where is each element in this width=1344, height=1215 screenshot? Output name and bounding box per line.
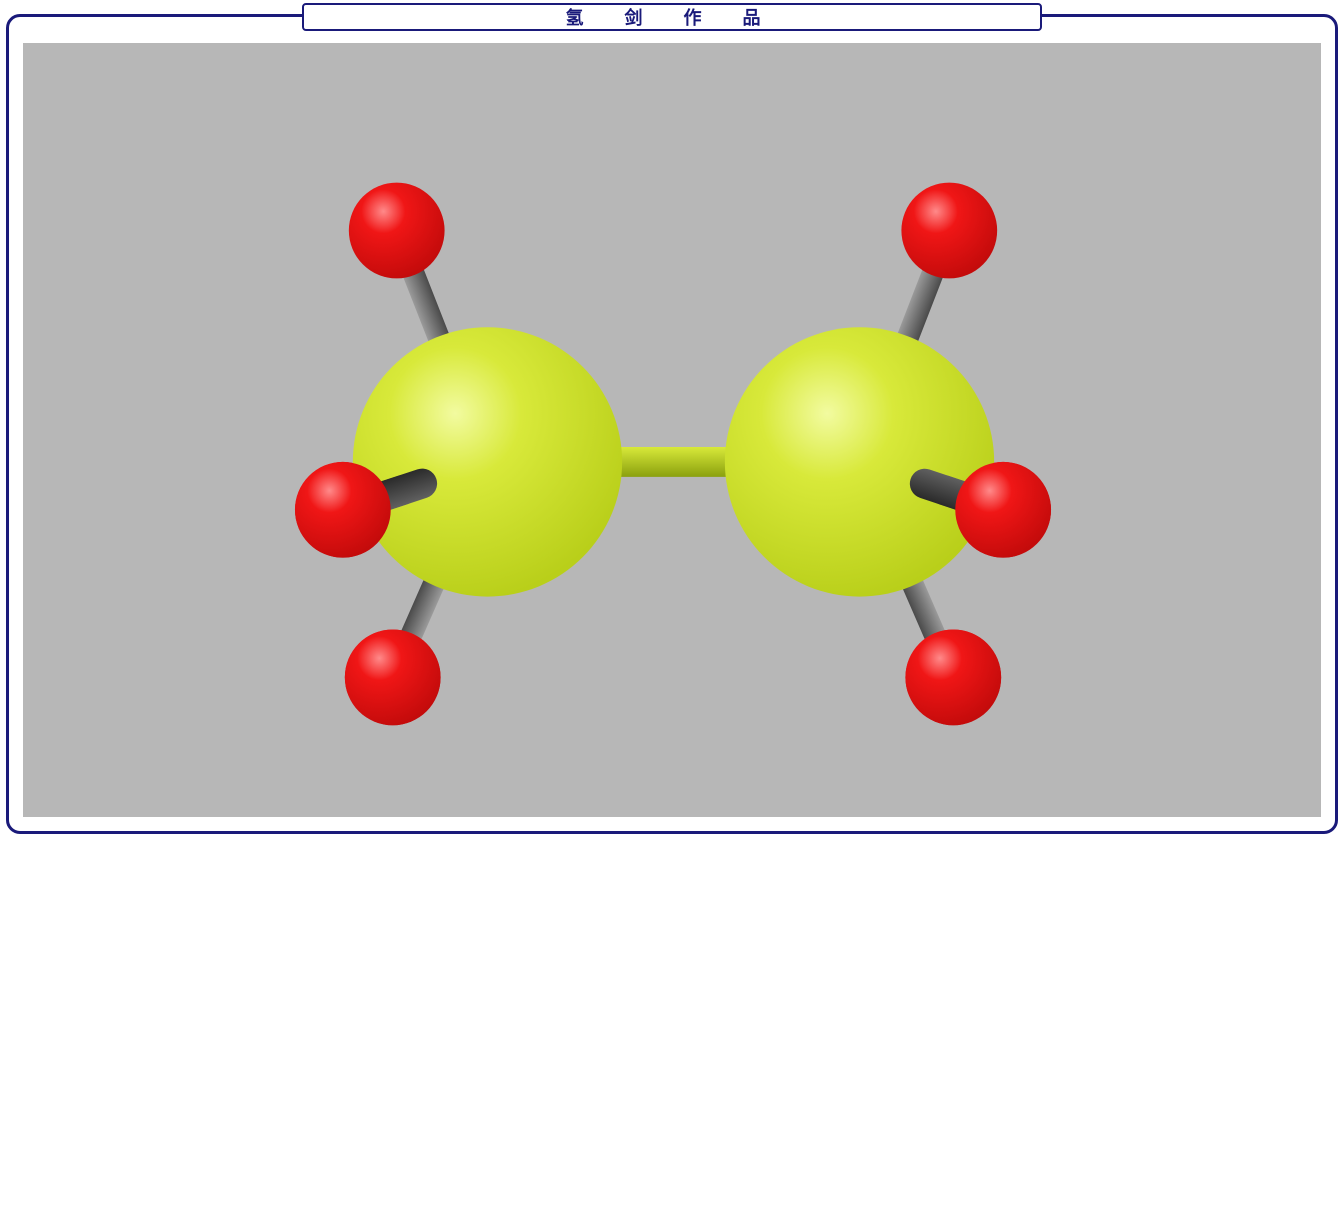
atom-carbon (353, 327, 622, 596)
title-badge: 氢 剑 作 品 (302, 3, 1042, 31)
atom-carbon (725, 327, 994, 596)
app-frame: 氢 剑 作 品 (6, 14, 1338, 834)
molecule-canvas (23, 43, 1321, 817)
atom-hydrogen (955, 462, 1051, 558)
atom-hydrogen (905, 629, 1001, 725)
atom-hydrogen (295, 462, 391, 558)
atom-hydrogen (901, 183, 997, 279)
molecule-viewport[interactable] (23, 43, 1321, 817)
atom-hydrogen (345, 629, 441, 725)
title-text: 氢 剑 作 品 (565, 4, 778, 30)
atom-hydrogen (349, 183, 445, 279)
